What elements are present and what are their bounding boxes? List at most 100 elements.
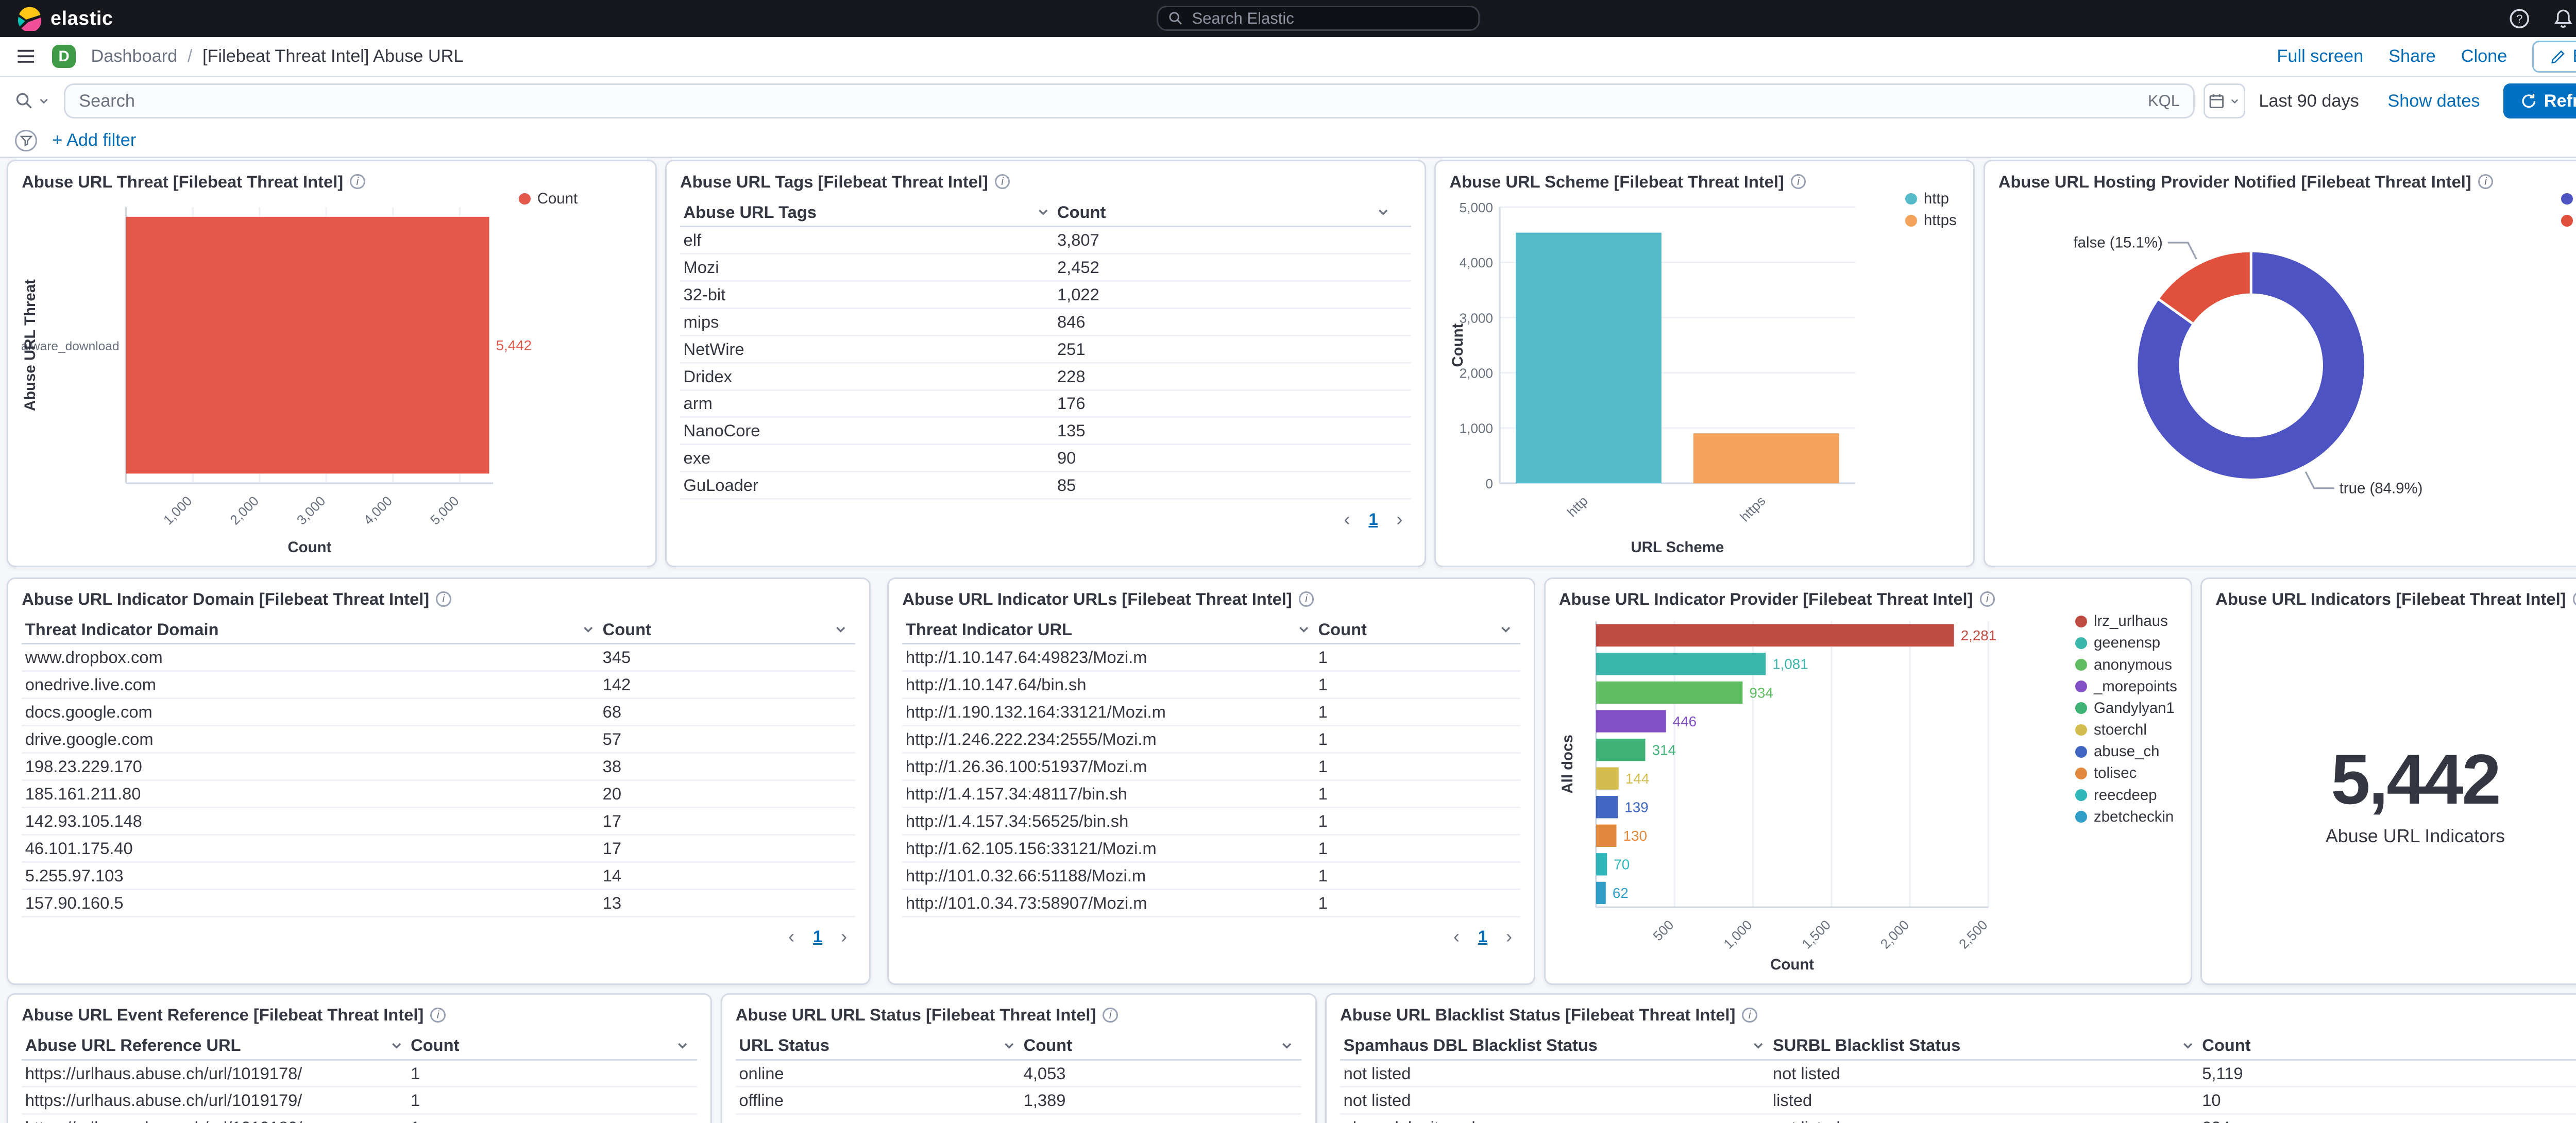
saved-query-menu-button[interactable] <box>10 92 56 110</box>
current-page[interactable]: 1 <box>812 927 823 946</box>
info-icon[interactable]: i <box>1103 1007 1118 1023</box>
elastic-home-link[interactable]: elastic <box>17 6 113 31</box>
legend-item[interactable]: geenensp <box>2075 634 2177 652</box>
column-header[interactable]: Count <box>1054 202 1394 222</box>
legend-item[interactable]: http <box>1905 190 1957 208</box>
global-search-input[interactable]: Search Elastic <box>1157 6 1480 31</box>
bar[interactable] <box>1693 433 1840 483</box>
bar[interactable] <box>1596 881 1606 905</box>
table-row[interactable]: http://101.0.32.66:51188/Mozi.m 1 <box>902 863 1521 890</box>
table-row[interactable]: 142.93.105.148 17 <box>22 808 856 836</box>
legend-item[interactable]: zbetcheckin <box>2075 808 2177 826</box>
bar[interactable] <box>1596 681 1743 704</box>
legend-item[interactable]: lrz_urlhaus <box>2075 612 2177 630</box>
table-row[interactable]: GuLoader 85 <box>680 472 1411 500</box>
bar[interactable] <box>1516 232 1662 483</box>
bar[interactable] <box>1596 710 1666 733</box>
table-row[interactable]: not listed not listed 5,119 <box>1340 1061 2576 1088</box>
table-row[interactable]: exe 90 <box>680 445 1411 473</box>
table-row[interactable]: http://1.26.36.100:51937/Mozi.m 1 <box>902 754 1521 781</box>
legend-item[interactable]: false <box>2561 212 2576 229</box>
refresh-button[interactable]: Refresh <box>2503 83 2576 119</box>
info-icon[interactable]: i <box>2478 174 2494 190</box>
table-row[interactable]: 198.23.229.170 38 <box>22 754 856 781</box>
table-row[interactable]: http://1.62.105.156:33121/Mozi.m 1 <box>902 836 1521 863</box>
current-page[interactable]: 1 <box>1368 509 1378 529</box>
legend-item[interactable]: https <box>1905 212 1957 229</box>
table-row[interactable]: http://1.190.132.164:33121/Mozi.m 1 <box>902 699 1521 727</box>
column-header[interactable]: Count <box>1020 1035 1298 1055</box>
table-row[interactable]: http://1.246.222.234:2555/Mozi.m 1 <box>902 726 1521 754</box>
column-header[interactable]: Count <box>2202 1035 2251 1055</box>
table-row[interactable]: https://urlhaus.abuse.ch/url/1019180/1 <box>22 1115 697 1122</box>
bar[interactable] <box>1596 824 1617 847</box>
table-row[interactable]: docs.google.com 68 <box>22 699 856 727</box>
legend-item[interactable]: true <box>2561 190 2576 208</box>
table-row[interactable]: 32-bit 1,022 <box>680 282 1411 309</box>
info-icon[interactable]: i <box>436 591 451 607</box>
column-header[interactable]: Count <box>1315 620 1517 639</box>
table-row[interactable]: abused_legit_malwarenot listed224 <box>1340 1115 2576 1122</box>
column-header[interactable]: Threat Indicator URL <box>902 620 1315 639</box>
bar[interactable] <box>1596 653 1766 675</box>
column-header[interactable]: SURBL Blacklist Status <box>1769 1035 2198 1055</box>
next-page-button[interactable]: › <box>1396 508 1403 530</box>
prev-page-button[interactable]: ‹ <box>788 926 795 947</box>
info-icon[interactable]: i <box>1790 174 1806 190</box>
legend-item[interactable]: abuse_ch <box>2075 743 2177 760</box>
notifications-icon[interactable] <box>2552 8 2574 29</box>
table-row[interactable]: elf 3,807 <box>680 227 1411 254</box>
legend-item[interactable]: tolisec <box>2075 764 2177 782</box>
bar[interactable] <box>1596 767 1619 790</box>
clone-button[interactable]: Clone <box>2461 46 2507 66</box>
space-avatar[interactable]: D <box>52 44 76 69</box>
table-row[interactable]: Mozi 2,452 <box>680 254 1411 282</box>
prev-page-button[interactable]: ‹ <box>1453 926 1460 947</box>
donut-slice[interactable] <box>2135 249 2367 481</box>
edit-button[interactable]: Edit <box>2532 40 2576 73</box>
legend-item[interactable]: stoerchl <box>2075 721 2177 739</box>
query-input[interactable]: Search KQL <box>64 83 2195 119</box>
bar[interactable] <box>1596 853 1607 876</box>
table-row[interactable]: https://urlhaus.abuse.ch/url/1019178/1 <box>22 1061 698 1088</box>
info-icon[interactable]: i <box>1742 1007 1757 1023</box>
legend-item[interactable]: anonymous <box>2075 656 2177 674</box>
table-row[interactable]: http://101.0.34.73:58907/Mozi.m 1 <box>902 890 1521 917</box>
bar[interactable] <box>126 216 489 473</box>
column-header[interactable]: URL Status <box>736 1035 1020 1055</box>
current-page[interactable]: 1 <box>1478 927 1488 946</box>
kql-language-button[interactable]: KQL <box>2147 92 2180 110</box>
info-icon[interactable]: i <box>430 1007 446 1023</box>
table-row[interactable]: 5.255.97.103 14 <box>22 863 856 890</box>
info-icon[interactable]: i <box>1979 591 1995 607</box>
legend-item[interactable]: _morepoints <box>2075 678 2177 695</box>
legend-item[interactable]: Gandylyan1 <box>2075 700 2177 717</box>
next-page-button[interactable]: › <box>841 926 848 947</box>
table-row[interactable]: NetWire 251 <box>680 336 1411 364</box>
full-screen-button[interactable]: Full screen <box>2277 46 2364 66</box>
add-filter-button[interactable]: + Add filter <box>52 130 137 150</box>
info-icon[interactable]: i <box>994 174 1010 190</box>
next-page-button[interactable]: › <box>1505 926 1512 947</box>
table-row[interactable]: arm 176 <box>680 391 1411 418</box>
column-header[interactable]: Spamhaus DBL Blacklist Status <box>1340 1035 1769 1055</box>
table-row[interactable]: http://1.4.157.34:56525/bin.sh 1 <box>902 808 1521 836</box>
table-row[interactable]: http://1.10.147.64/bin.sh 1 <box>902 672 1521 700</box>
table-row[interactable]: http://1.10.147.64:49823/Mozi.m 1 <box>902 644 1521 672</box>
info-icon[interactable]: i <box>350 174 365 190</box>
column-header[interactable]: Threat Indicator Domain <box>22 620 599 639</box>
column-header[interactable]: Count <box>599 620 852 639</box>
prev-page-button[interactable]: ‹ <box>1344 508 1350 530</box>
donut-slice[interactable] <box>2156 249 2252 326</box>
legend-item[interactable]: Count <box>518 190 578 208</box>
table-row[interactable]: 157.90.160.5 13 <box>22 890 856 917</box>
info-icon[interactable]: i <box>1298 591 1314 607</box>
menu-icon[interactable] <box>15 45 37 67</box>
info-icon[interactable]: i <box>2572 591 2576 607</box>
column-header[interactable]: Abuse URL Tags <box>680 202 1054 222</box>
table-row[interactable]: 46.101.175.40 17 <box>22 836 856 863</box>
column-header[interactable]: Count <box>408 1035 694 1055</box>
table-row[interactable]: onedrive.live.com 142 <box>22 672 856 700</box>
table-row[interactable]: mips 846 <box>680 309 1411 336</box>
legend-item[interactable]: reecdeep <box>2075 787 2177 804</box>
